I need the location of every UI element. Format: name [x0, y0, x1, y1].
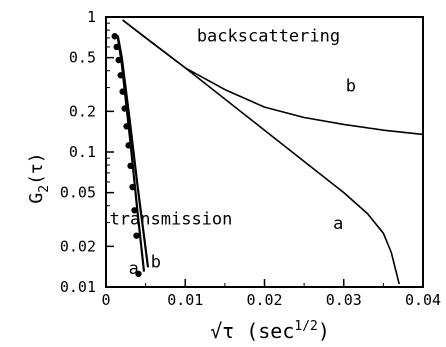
- annotation-label: b: [346, 77, 356, 97]
- y-tick-label: 0.2: [69, 102, 96, 120]
- series-group: [111, 19, 424, 285]
- y-axis-label: G2(τ): [26, 152, 52, 203]
- y-tick-label: 0.01: [60, 278, 96, 296]
- plot-frame: [105, 16, 424, 288]
- data-point: [119, 88, 126, 95]
- x-tick-label: 0.04: [405, 291, 441, 309]
- x-tick-label: 0.02: [246, 291, 282, 309]
- y-tick-label: 0.02: [60, 237, 96, 255]
- annotation-label: backscattering: [197, 26, 340, 46]
- data-point: [123, 123, 130, 130]
- y-tick-label: 1: [87, 8, 96, 26]
- data-point: [133, 232, 140, 239]
- data-point: [129, 183, 136, 191]
- data-point: [131, 207, 138, 214]
- annotation-label: transmission: [110, 210, 233, 230]
- annotation-label: a: [129, 259, 139, 279]
- data-point: [113, 43, 120, 51]
- x-axis-label: √τ (sec1/2): [210, 319, 330, 343]
- data-point: [135, 270, 142, 278]
- x-tick-label: 0.01: [167, 291, 203, 309]
- plot-axes: [105, 16, 424, 288]
- annotation-label: a: [333, 214, 343, 234]
- y-tick-label: 0.1: [69, 143, 96, 161]
- data-point: [115, 56, 122, 64]
- data-point: [117, 72, 124, 79]
- y-tick-label: 0.5: [69, 49, 96, 67]
- x-tick-label: 0: [101, 291, 110, 309]
- data-point: [121, 105, 128, 112]
- annotation-label: b: [151, 252, 161, 272]
- series-line: [122, 19, 400, 285]
- data-point: [125, 142, 132, 149]
- tick-group: 1 0.5 0.2 0.1 0.05 0.02 0.01 0 0.01 0.02 0.03 0.04: [60, 8, 441, 309]
- data-point: [111, 33, 118, 40]
- data-point: [127, 162, 134, 170]
- x-tick-label: 0.03: [326, 291, 362, 309]
- y-tick-label: 0.05: [60, 184, 96, 202]
